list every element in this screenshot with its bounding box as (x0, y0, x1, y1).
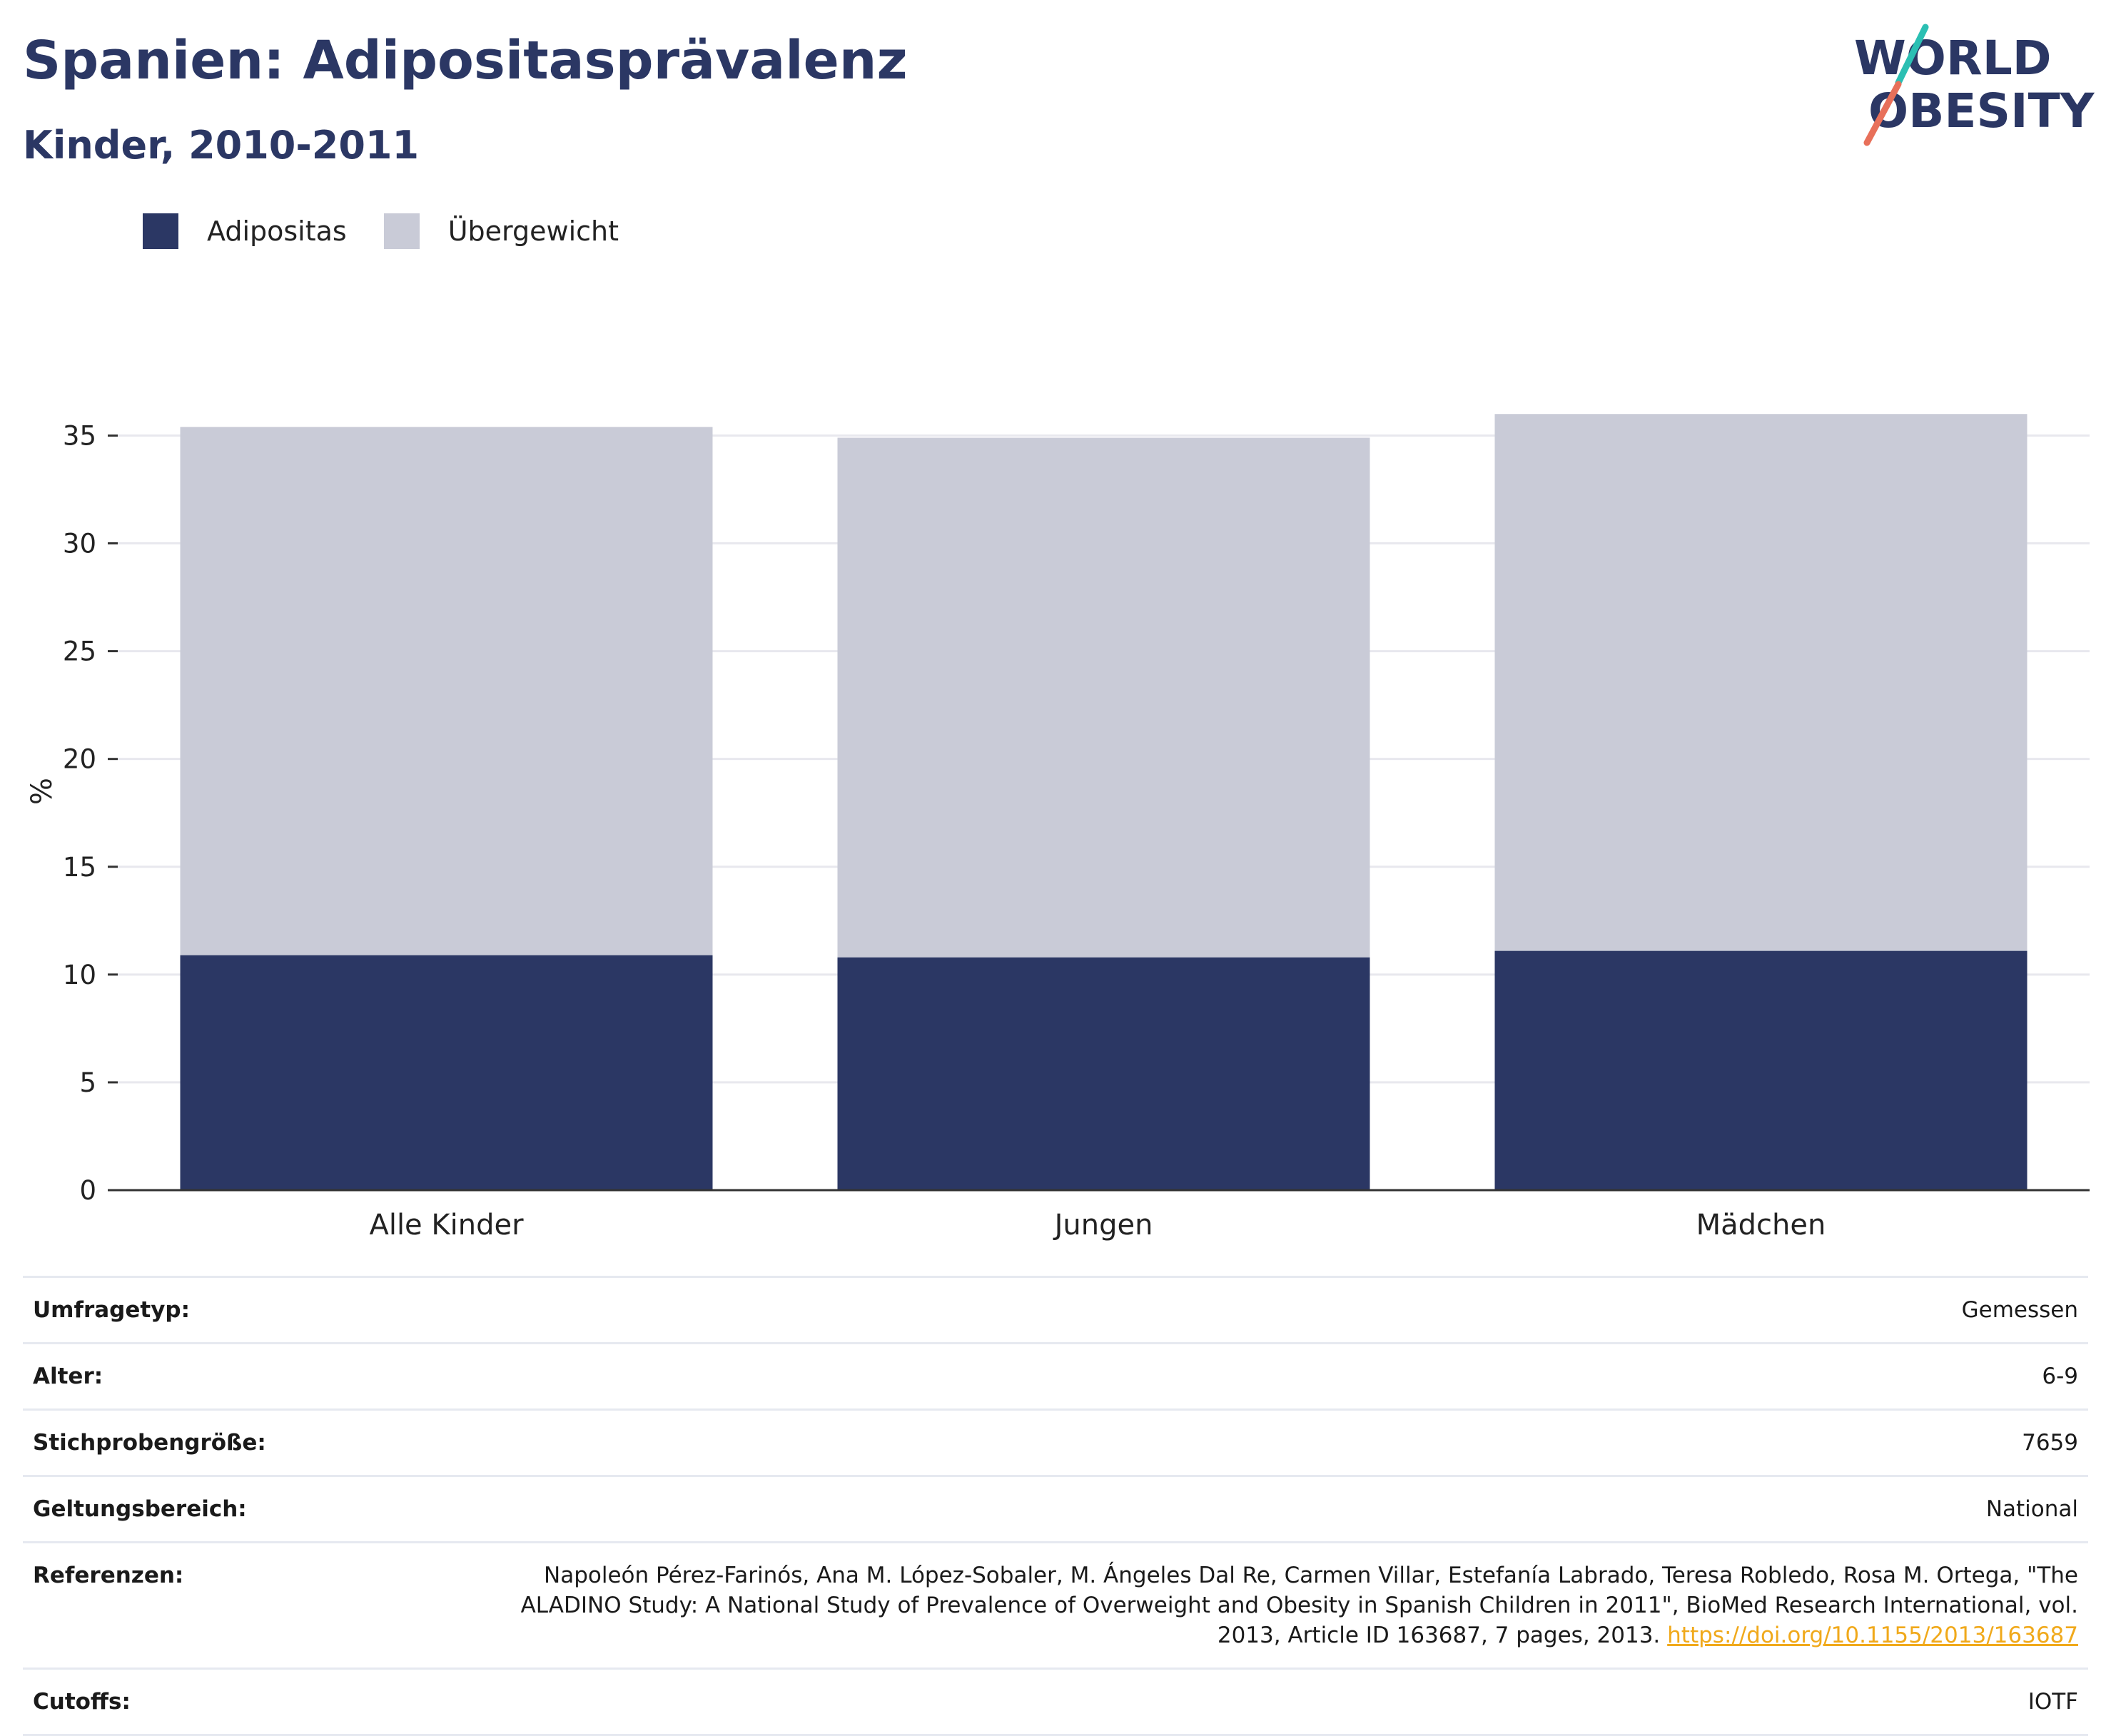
info-row-survey-type: Umfragetyp: Gemessen (23, 1276, 2088, 1344)
survey-info-table: Umfragetyp: Gemessen Alter: 6-9 Stichpro… (23, 1276, 2088, 1736)
info-value: 7659 (471, 1408, 2088, 1477)
x-tick-label: Jungen (1053, 1209, 1153, 1242)
svg-text:OBESITY: OBESITY (1868, 83, 2095, 138)
info-row-references: Referenzen: Napoleón Pérez-Farinós, Ana … (23, 1541, 2088, 1670)
y-axis-label: % (26, 778, 59, 805)
legend-item-uebergewicht[interactable]: Übergewicht (383, 213, 619, 249)
legend-swatch-uebergewicht (383, 213, 420, 249)
x-tick-label: Alle Kinder (369, 1209, 524, 1242)
legend-label-adipositas: Adipositas (207, 215, 347, 247)
bar-uebergewicht[interactable] (180, 427, 713, 955)
y-tick-label: 15 (63, 852, 96, 883)
info-row-age: Alter: 6-9 (23, 1342, 2088, 1411)
info-row-sample-size: Stichprobengröße: 7659 (23, 1408, 2088, 1477)
svg-text:WORLD: WORLD (1854, 31, 2052, 86)
chart-legend: Adipositas Übergewicht (143, 211, 656, 251)
info-row-cutoffs: Cutoffs: IOTF (23, 1668, 2088, 1736)
info-key: Referenzen: (23, 1541, 471, 1670)
reference-text: Napoleón Pérez-Farinós, Ana M. López-Sob… (520, 1563, 2078, 1648)
info-key: Cutoffs: (23, 1668, 471, 1736)
y-tick-label: 10 (63, 960, 96, 990)
bar-adipositas[interactable] (837, 957, 1370, 1190)
info-value: National (471, 1475, 2088, 1543)
info-key: Geltungsbereich: (23, 1475, 471, 1543)
info-value: IOTF (471, 1668, 2088, 1736)
info-value: 6-9 (471, 1342, 2088, 1411)
y-tick-label: 20 (63, 744, 96, 775)
bar-uebergewicht[interactable] (837, 437, 1370, 958)
info-key: Stichprobengröße: (23, 1408, 471, 1477)
page-title: Spanien: Adipositasprävalenz (23, 30, 908, 91)
info-key: Umfragetyp: (23, 1276, 471, 1344)
y-tick-label: 35 (63, 420, 96, 451)
legend-item-adipositas[interactable]: Adipositas (143, 213, 347, 249)
doi-link[interactable]: https://doi.org/10.1155/2013/163687 (1667, 1623, 2078, 1648)
y-tick-label: 0 (79, 1175, 96, 1206)
info-value: Gemessen (471, 1276, 2088, 1344)
bar-adipositas[interactable] (1494, 950, 2028, 1190)
info-row-scope: Geltungsbereich: National (23, 1475, 2088, 1543)
bar-uebergewicht[interactable] (1494, 414, 2028, 951)
info-value-references: Napoleón Pérez-Farinós, Ana M. López-Sob… (471, 1541, 2088, 1670)
legend-label-uebergewicht: Übergewicht (447, 215, 619, 247)
legend-swatch-adipositas (143, 213, 178, 249)
info-key: Alter: (23, 1342, 471, 1411)
x-tick-label: Mädchen (1696, 1209, 1826, 1242)
y-tick-label: 30 (63, 529, 96, 559)
y-tick-label: 5 (79, 1067, 96, 1098)
world-obesity-logo: WORLD OBESITY (1854, 24, 2095, 146)
y-tick-label: 25 (63, 636, 96, 667)
page-subtitle: Kinder, 2010-2011 (23, 123, 420, 168)
bar-adipositas[interactable] (180, 955, 713, 1190)
stacked-bar-chart: 0 5 10 15 20 25 30 35% Alle Kinder Jungen Mädchen (26, 414, 2090, 1242)
